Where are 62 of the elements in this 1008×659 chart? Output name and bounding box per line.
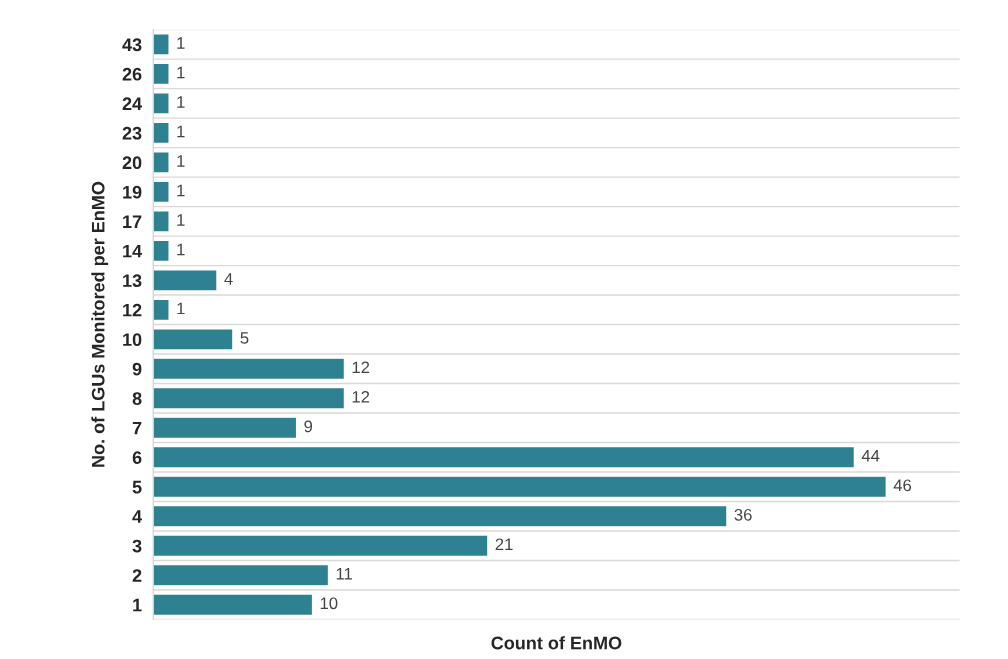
data-label: 1 <box>177 302 185 315</box>
data-label: 12 <box>352 390 370 403</box>
data-label: 36 <box>734 508 752 521</box>
bar <box>153 563 330 587</box>
data-label: 1 <box>177 96 185 108</box>
bar <box>153 298 170 322</box>
bar <box>153 269 218 292</box>
data-label: 44 <box>861 450 880 462</box>
data-label: 1 <box>177 243 185 256</box>
y-tick-label: 4 <box>132 510 143 523</box>
data-label: 11 <box>336 568 352 580</box>
y-tick-label: 19 <box>123 185 142 199</box>
bar <box>153 593 314 617</box>
bar <box>153 504 728 528</box>
data-label: 1 <box>177 66 185 79</box>
bar <box>153 33 170 56</box>
y-tick-label: 9 <box>132 362 142 376</box>
data-label: 5 <box>240 332 249 344</box>
y-tick-label: 1 <box>133 598 142 612</box>
bar <box>153 62 170 86</box>
y-tick-label: 6 <box>132 451 142 464</box>
y-tick-label: 2 <box>132 569 142 582</box>
y-tick-label: 24 <box>122 97 143 110</box>
data-label: 9 <box>304 420 313 433</box>
x-axis-title: Count of EnMO <box>491 636 622 650</box>
y-tick-label: 14 <box>123 244 143 258</box>
bar <box>153 386 346 410</box>
y-tick-label: 13 <box>123 274 142 288</box>
y-tick-label: 17 <box>123 215 142 228</box>
bar <box>153 327 234 351</box>
bar <box>153 239 170 263</box>
y-tick-label: 23 <box>122 126 142 140</box>
y-tick-label: 5 <box>132 480 142 494</box>
data-label: 21 <box>495 538 513 551</box>
y-tick-label: 12 <box>123 303 142 317</box>
bar <box>153 475 888 499</box>
y-tick-label: 26 <box>122 67 142 81</box>
bar <box>153 445 856 469</box>
bar <box>153 151 170 174</box>
bar <box>153 357 346 381</box>
bar <box>153 416 298 440</box>
y-tick-label: 10 <box>123 333 142 347</box>
data-label: 10 <box>320 597 338 610</box>
y-axis-title: No. of LGUs Monitored per EnMO <box>91 181 109 467</box>
data-label: 46 <box>893 479 912 492</box>
data-label: 1 <box>177 37 185 49</box>
y-tick-label: 8 <box>132 392 142 405</box>
data-label: 1 <box>177 155 185 167</box>
data-label: 1 <box>177 184 185 197</box>
y-tick-label: 43 <box>122 38 142 52</box>
bar <box>153 210 170 233</box>
data-label: 1 <box>177 214 185 226</box>
y-tick-label: 7 <box>132 421 142 435</box>
y-tick-label: 20 <box>122 156 142 170</box>
bar <box>153 180 170 204</box>
bar <box>153 121 170 145</box>
bar <box>153 92 170 115</box>
data-label: 4 <box>224 273 233 285</box>
data-label: 1 <box>177 125 185 138</box>
bar <box>153 534 489 558</box>
y-tick-label: 3 <box>132 539 142 553</box>
data-label: 12 <box>352 361 370 374</box>
